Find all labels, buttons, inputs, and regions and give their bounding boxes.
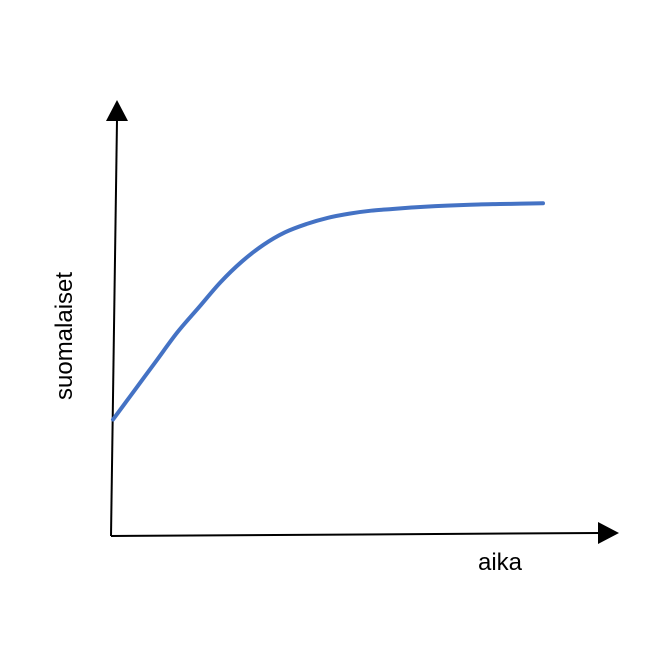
series-line xyxy=(111,201,545,422)
y-axis-arrow xyxy=(106,100,128,121)
x-axis-arrow xyxy=(598,522,619,544)
x-axis-line xyxy=(110,532,600,537)
x-axis-label: aika xyxy=(478,549,523,576)
y-axis-line xyxy=(110,119,118,537)
y-axis-label: suomalaiset xyxy=(51,272,78,400)
